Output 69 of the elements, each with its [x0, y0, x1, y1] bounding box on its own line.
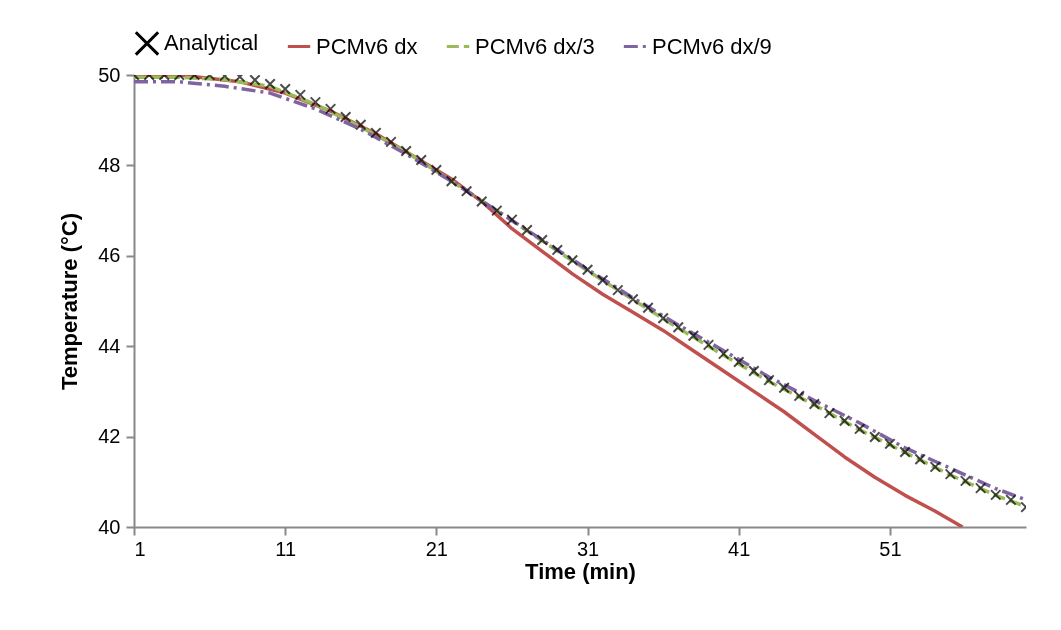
y-tick-label: 50 — [98, 63, 121, 86]
point — [838, 415, 851, 427]
point — [899, 446, 911, 458]
point — [400, 145, 412, 157]
x-tick-label: 1 — [134, 537, 146, 560]
point — [385, 136, 397, 148]
point — [642, 302, 654, 314]
point — [279, 83, 291, 95]
x-tick-label: 51 — [879, 537, 902, 560]
y-tick-label: 46 — [98, 244, 121, 267]
legend-label: Analytical — [164, 30, 259, 56]
point — [914, 453, 926, 465]
point — [445, 175, 458, 187]
y-tick-label: 44 — [98, 334, 121, 357]
point — [869, 431, 881, 443]
point — [657, 312, 669, 324]
legend-label: PCMv6 dx/3 — [475, 33, 595, 59]
point — [506, 213, 518, 226]
point — [491, 204, 503, 217]
x-tick-label: 11 — [275, 537, 297, 560]
point — [264, 78, 276, 90]
point — [944, 468, 957, 480]
point — [324, 103, 337, 115]
point — [672, 321, 685, 333]
point — [339, 111, 352, 123]
point — [566, 254, 579, 267]
point — [370, 127, 382, 139]
point — [808, 398, 821, 410]
point — [415, 154, 427, 166]
point — [823, 407, 836, 419]
point — [521, 224, 533, 236]
point — [687, 330, 700, 342]
legend-label: PCMv6 dx/9 — [652, 33, 772, 59]
y-tick-label: 42 — [98, 425, 121, 448]
point — [627, 293, 639, 305]
y-axis-title: Temperature (°C) — [57, 212, 83, 391]
point — [536, 234, 548, 246]
point — [581, 264, 594, 276]
point — [793, 390, 805, 402]
point — [249, 75, 261, 86]
point — [612, 284, 624, 296]
point — [702, 339, 715, 351]
x-tick-label: 41 — [728, 537, 751, 560]
point — [1005, 494, 1017, 506]
point — [294, 89, 307, 101]
point — [959, 475, 972, 487]
point — [460, 185, 473, 197]
point — [853, 423, 866, 435]
point — [929, 461, 942, 473]
point — [717, 348, 730, 360]
point — [763, 374, 775, 386]
y-tick-label: 40 — [98, 515, 121, 538]
x-tick-label: 31 — [576, 537, 600, 560]
point — [475, 195, 488, 208]
point — [990, 489, 1002, 501]
legend-label: PCMv6 dx — [316, 33, 418, 59]
x-tick-label: 21 — [425, 537, 448, 560]
point — [748, 365, 760, 377]
x-axis-title: Time (min) — [525, 558, 636, 584]
point — [309, 96, 322, 108]
point — [884, 438, 896, 450]
point — [551, 244, 564, 256]
point — [778, 382, 790, 394]
y-tick-label: 48 — [98, 153, 121, 176]
point — [596, 274, 609, 286]
point — [430, 164, 443, 176]
point — [355, 118, 367, 131]
point — [733, 356, 745, 368]
point — [974, 482, 987, 494]
